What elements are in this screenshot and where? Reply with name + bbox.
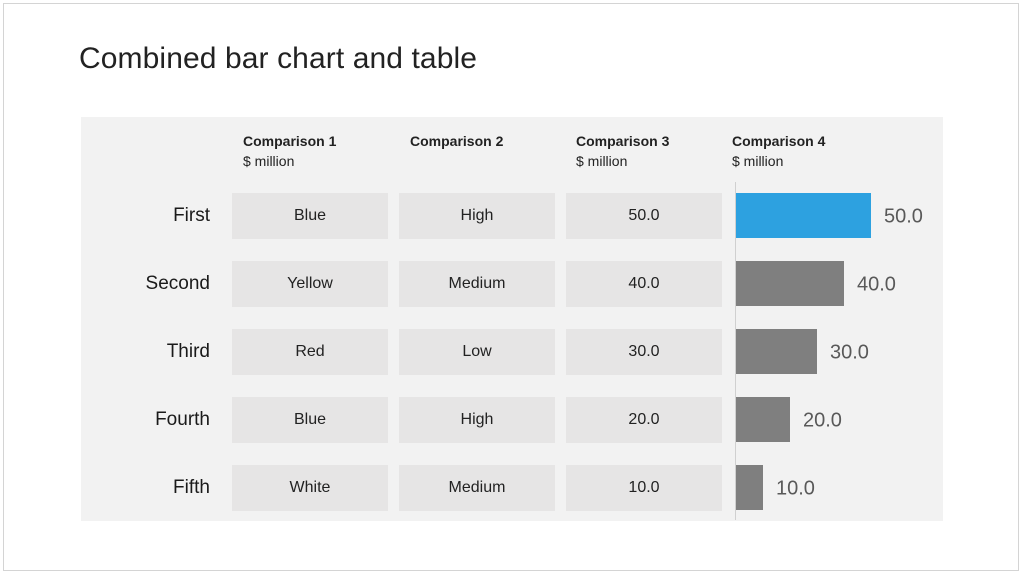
- bar-axis-line: [735, 182, 736, 520]
- row-label-fifth: Fifth: [173, 477, 210, 498]
- table-cell: 50.0: [566, 193, 722, 239]
- table-cell: Blue: [232, 193, 388, 239]
- table-cell: High: [399, 397, 555, 443]
- row-label-third: Third: [166, 341, 210, 362]
- column-header-title: Comparison 1: [243, 133, 337, 149]
- bar-fifth: [736, 465, 763, 510]
- table-cell: Blue: [232, 397, 388, 443]
- row-label-second: Second: [145, 273, 210, 294]
- bar-data-label: 30.0: [830, 342, 869, 364]
- table-cell: 30.0: [566, 329, 722, 375]
- bar-data-label: 40.0: [857, 274, 896, 296]
- column-header-3: Comparison 3 $ million: [576, 131, 669, 171]
- table-cell: Yellow: [232, 261, 388, 307]
- column-header-title: Comparison 3: [576, 133, 670, 149]
- table-cell: 20.0: [566, 397, 722, 443]
- table-cell: Medium: [399, 261, 555, 307]
- table-cell: Low: [399, 329, 555, 375]
- page-title: Combined bar chart and table: [79, 42, 478, 75]
- table-cell: Medium: [399, 465, 555, 511]
- column-header-title: Comparison 2: [410, 133, 504, 149]
- column-header-title: Comparison 4: [732, 133, 826, 149]
- column-header-unit: $ million: [243, 153, 295, 169]
- bar-first: [736, 193, 871, 238]
- table-cell: 10.0: [566, 465, 722, 511]
- table-panel: [81, 117, 943, 521]
- column-header-unit: $ million: [576, 153, 628, 169]
- bar-second: [736, 261, 844, 306]
- row-label-fourth: Fourth: [155, 409, 210, 430]
- bar-data-label: 50.0: [884, 206, 923, 228]
- bar-third: [736, 329, 817, 374]
- column-header-2: Comparison 2: [410, 131, 503, 151]
- table-cell: High: [399, 193, 555, 239]
- bar-data-label: 20.0: [803, 410, 842, 432]
- bar-data-label: 10.0: [776, 478, 815, 500]
- column-header-4: Comparison 4 $ million: [732, 131, 825, 171]
- table-cell: White: [232, 465, 388, 511]
- column-header-unit: $ million: [732, 153, 784, 169]
- bar-fourth: [736, 397, 790, 442]
- column-header-1: Comparison 1 $ million: [243, 131, 336, 171]
- table-cell: Red: [232, 329, 388, 375]
- table-cell: 40.0: [566, 261, 722, 307]
- row-label-first: First: [173, 205, 210, 226]
